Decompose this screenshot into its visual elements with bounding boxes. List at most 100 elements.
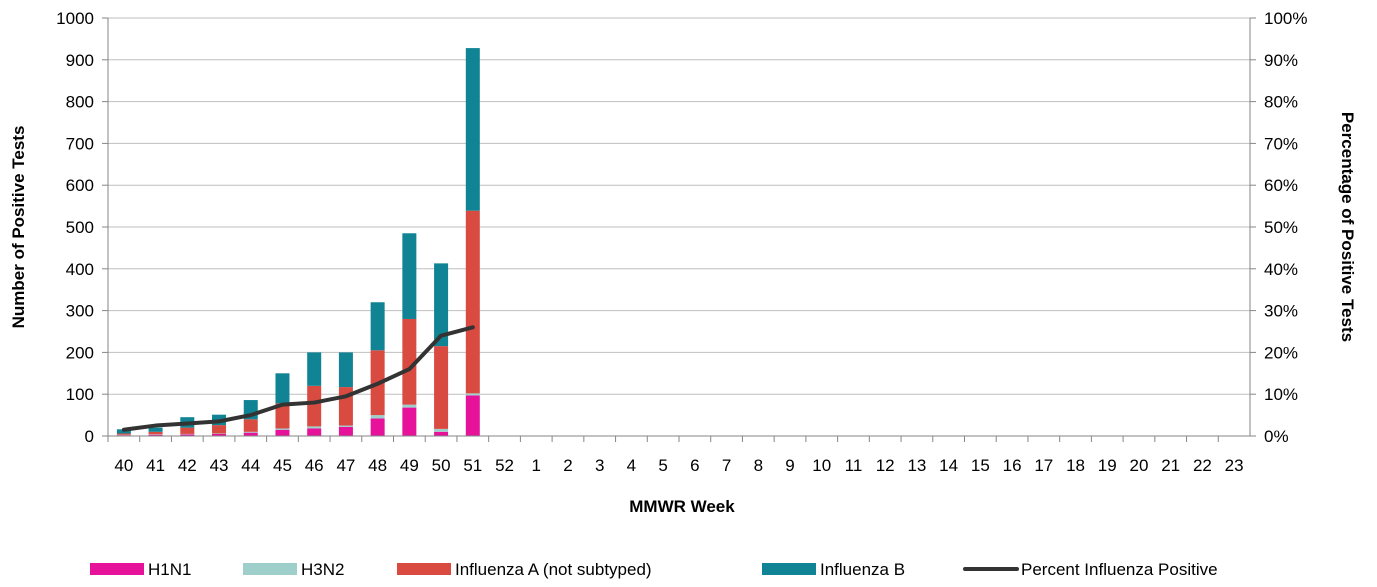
x-tick-label: 9 (785, 456, 794, 475)
x-tick-label: 49 (400, 456, 419, 475)
x-tick-label: 47 (336, 456, 355, 475)
bar-h3n2 (338, 425, 353, 427)
x-tick-label: 2 (563, 456, 572, 475)
legend-swatch (90, 563, 144, 575)
y-tick-label: 700 (66, 134, 94, 153)
x-tick-label: 40 (114, 456, 133, 475)
x-tick-label: 22 (1193, 456, 1212, 475)
x-tick-label: 6 (690, 456, 699, 475)
x-tick-label: 23 (1225, 456, 1244, 475)
y2-tick-label: 50% (1264, 218, 1298, 237)
y2-tick-label: 100% (1264, 9, 1307, 28)
bar-h3n2 (465, 393, 480, 396)
legend-label: H3N2 (301, 560, 344, 579)
legend-label: Influenza B (820, 560, 905, 579)
legend-swatch (762, 563, 816, 575)
y-tick-label: 400 (66, 260, 94, 279)
bar-h1n1 (243, 432, 258, 436)
y-tick-label: 500 (66, 218, 94, 237)
legend-label: Percent Influenza Positive (1021, 560, 1218, 579)
x-tick-label: 15 (971, 456, 990, 475)
bar-influenza-a-not-subtyped (434, 346, 449, 429)
x-tick-label: 18 (1066, 456, 1085, 475)
legend-swatch (397, 563, 451, 575)
y-axis-title: Number of Positive Tests (9, 126, 28, 329)
y-tick-label: 800 (66, 93, 94, 112)
x-tick-label: 10 (812, 456, 831, 475)
y2-tick-label: 60% (1264, 176, 1298, 195)
bar-influenza-a-not-subtyped (465, 210, 480, 394)
y-tick-label: 1000 (56, 9, 94, 28)
bar-influenza-a-not-subtyped (116, 433, 131, 435)
x-axis-title: MMWR Week (629, 497, 735, 516)
bar-h1n1 (148, 434, 163, 436)
bar-influenza-a-not-subtyped (180, 427, 195, 434)
bar-h3n2 (434, 428, 449, 432)
x-tick-label: 16 (1003, 456, 1022, 475)
y-tick-label: 0 (85, 427, 94, 446)
percent-line-layer (121, 325, 475, 432)
x-tick-label: 13 (907, 456, 926, 475)
x-tick-label: 12 (876, 456, 895, 475)
x-tick-label: 14 (939, 456, 958, 475)
bar-h1n1 (212, 433, 227, 436)
x-tick-label: 48 (368, 456, 387, 475)
legend-label: H1N1 (148, 560, 191, 579)
bar-h1n1 (275, 429, 290, 436)
bar-influenza-a-not-subtyped (212, 425, 227, 434)
x-tick-label: 50 (432, 456, 451, 475)
x-tick-label: 52 (495, 456, 514, 475)
percent-positive-line (121, 325, 475, 432)
y-tick-label: 600 (66, 176, 94, 195)
x-tick-label: 4 (627, 456, 636, 475)
bar-influenza-a-not-subtyped (402, 318, 417, 405)
y-tick-label: 100 (66, 385, 94, 404)
y-tick-label: 200 (66, 343, 94, 362)
y2-tick-label: 20% (1264, 343, 1298, 362)
x-tick-label: 44 (241, 456, 260, 475)
x-tick-label: 11 (845, 456, 863, 475)
bar-influenza-b (148, 427, 163, 432)
x-tick-label: 19 (1098, 456, 1117, 475)
x-tick-label: 20 (1130, 456, 1149, 475)
bar-h1n1 (402, 407, 417, 436)
legend: H1N1 H3N2 Influenza A (not subtyped) Influe… (90, 560, 1218, 579)
bars (116, 48, 480, 436)
bar-influenza-b (434, 263, 449, 347)
bar-h3n2 (275, 428, 290, 430)
bar-h3n2 (402, 404, 417, 408)
bar-h3n2 (307, 426, 322, 429)
bar-h3n2 (370, 415, 385, 419)
y2-tick-label: 30% (1264, 302, 1298, 321)
bar-influenza-a-not-subtyped (275, 403, 290, 429)
y2-tick-label: 40% (1264, 260, 1298, 279)
x-tick-label: 17 (1034, 456, 1053, 475)
bar-influenza-b (370, 302, 385, 351)
tick-labels: 0 100 200 300 400 500 600 700 800 900 1000 0% 10% 20%… (56, 9, 1307, 475)
y2-tick-label: 90% (1264, 51, 1298, 70)
x-tick-label: 1 (532, 456, 541, 475)
y2-tick-label: 10% (1264, 385, 1298, 404)
y2-tick-label: 80% (1264, 93, 1298, 112)
x-tick-label: 8 (754, 456, 763, 475)
bar-influenza-a-not-subtyped (307, 385, 322, 427)
x-tick-label: 21 (1161, 456, 1180, 475)
bar-influenza-b (465, 48, 480, 211)
bar-h1n1 (338, 426, 353, 436)
x-tick-label: 42 (178, 456, 197, 475)
x-tick-label: 3 (595, 456, 604, 475)
legend-swatch (243, 563, 297, 575)
x-tick-label: 43 (210, 456, 229, 475)
x-tick-label: 51 (463, 456, 482, 475)
bar-h1n1 (465, 395, 480, 436)
x-tick-label: 41 (146, 456, 165, 475)
bar-h1n1 (307, 428, 322, 436)
bar-h3n2 (243, 431, 258, 433)
y2-axis-title: Percentage of Positive Tests (1338, 112, 1357, 342)
x-tick-label: 45 (273, 456, 292, 475)
y2-tick-label: 70% (1264, 134, 1298, 153)
bar-influenza-a-not-subtyped (243, 419, 258, 432)
legend-label: Influenza A (not subtyped) (455, 560, 652, 579)
axes (102, 17, 1256, 442)
